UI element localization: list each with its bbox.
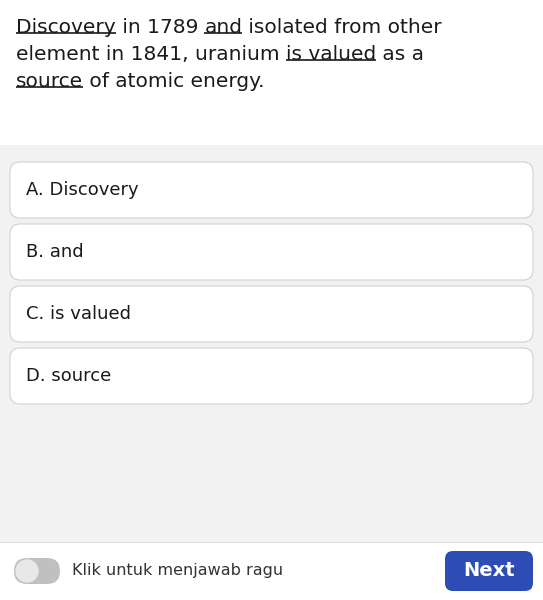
Text: Discovery: Discovery — [16, 18, 116, 37]
FancyBboxPatch shape — [10, 162, 533, 218]
Text: element in 1841, uranium: element in 1841, uranium — [16, 45, 286, 64]
Text: C. is valued: C. is valued — [26, 305, 131, 323]
FancyBboxPatch shape — [10, 286, 533, 342]
FancyBboxPatch shape — [14, 558, 60, 584]
Text: and: and — [204, 18, 242, 37]
FancyBboxPatch shape — [10, 348, 533, 404]
Text: source: source — [16, 72, 83, 91]
Text: isolated from other: isolated from other — [242, 18, 442, 37]
Text: B. and: B. and — [26, 243, 84, 261]
FancyBboxPatch shape — [445, 551, 533, 591]
Text: D. source: D. source — [26, 367, 111, 385]
FancyBboxPatch shape — [0, 542, 543, 600]
Circle shape — [16, 560, 38, 582]
Text: in 1789: in 1789 — [116, 18, 204, 37]
Text: Next: Next — [463, 562, 515, 581]
Text: Klik untuk menjawab ragu: Klik untuk menjawab ragu — [72, 563, 283, 578]
Text: A. Discovery: A. Discovery — [26, 181, 138, 199]
FancyBboxPatch shape — [10, 224, 533, 280]
Text: as a: as a — [376, 45, 424, 64]
Text: is valued: is valued — [286, 45, 376, 64]
FancyBboxPatch shape — [0, 0, 543, 145]
Text: of atomic energy.: of atomic energy. — [83, 72, 264, 91]
